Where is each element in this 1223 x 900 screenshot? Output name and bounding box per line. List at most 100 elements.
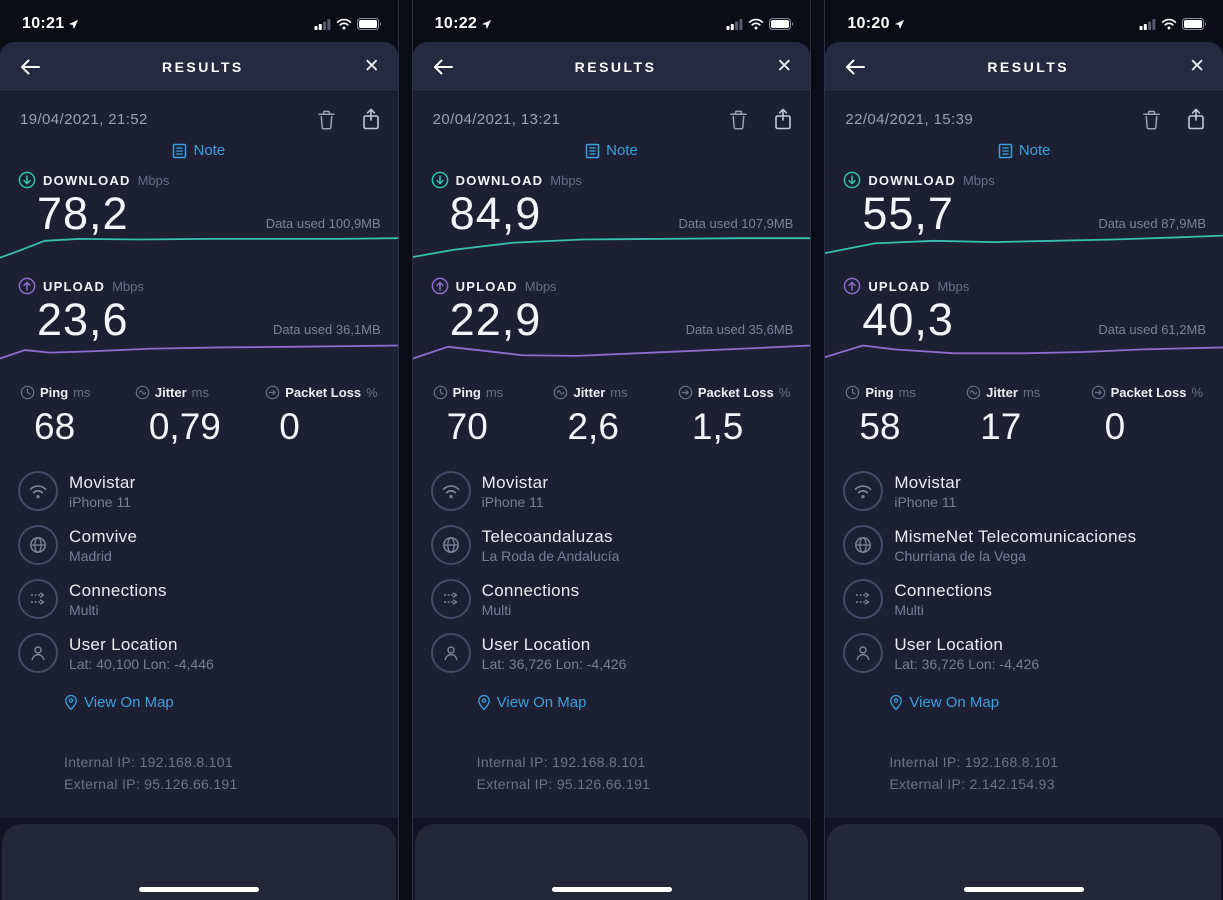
back-button[interactable] xyxy=(843,58,867,76)
wifi-network-icon xyxy=(843,471,884,511)
user-location-coords: Lat: 36,726 Lon: -4,426 xyxy=(894,655,1040,672)
delete-icon[interactable] xyxy=(729,109,748,130)
status-time-text: 10:21 xyxy=(22,15,65,32)
upload-unit: Mbps xyxy=(112,278,144,294)
wifi-network-row: Movistar iPhone 11 xyxy=(413,464,811,518)
phone-screenshot: 10:22 xyxy=(411,0,812,900)
view-on-map-label: View On Map xyxy=(496,694,587,711)
note-label: Note xyxy=(606,142,638,159)
connections-row: Connections Multi xyxy=(825,572,1223,626)
status-icons xyxy=(726,18,794,30)
download-label: DOWNLOAD xyxy=(868,172,956,188)
packet-loss-column: Packet Loss % 1,5 xyxy=(678,385,790,448)
user-location-title: User Location xyxy=(481,634,591,654)
upload-sparkline xyxy=(0,339,398,365)
view-on-map-link[interactable]: View On Map xyxy=(477,694,811,711)
user-icon xyxy=(18,633,58,673)
result-card: 20/04/2021, 13:21 xyxy=(412,92,811,818)
close-button[interactable]: ✕ xyxy=(776,56,793,77)
packet-loss-icon xyxy=(678,385,693,400)
upload-icon xyxy=(843,277,861,295)
back-button[interactable] xyxy=(18,58,42,76)
status-time-text: 10:20 xyxy=(847,15,890,32)
note-icon xyxy=(585,143,600,158)
close-button[interactable]: ✕ xyxy=(363,56,380,77)
upload-sparkline xyxy=(413,339,811,365)
connections-row: Connections Multi xyxy=(413,572,811,626)
status-bar: 10:21 xyxy=(0,0,398,42)
ping-value: 58 xyxy=(859,406,901,447)
download-section: DOWNLOAD Mbps 55,7 Data used 87,9MB xyxy=(825,171,1223,259)
download-unit: Mbps xyxy=(962,172,995,188)
results-header: RESULTS ✕ xyxy=(825,42,1223,92)
result-date: 20/04/2021, 13:21 xyxy=(432,110,561,128)
upload-data-used: Data used 35,6MB xyxy=(685,322,794,337)
note-icon xyxy=(998,143,1013,158)
device-name: iPhone 11 xyxy=(894,493,957,510)
user-icon xyxy=(843,633,884,673)
map-pin-icon xyxy=(65,694,77,711)
latency-row: Ping ms 70 Jitter ms 2,6 xyxy=(413,385,811,448)
upload-value: 40,3 xyxy=(862,294,954,345)
external-ip: External IP: 95.126.66.191 xyxy=(476,776,651,793)
download-unit: Mbps xyxy=(550,172,583,188)
wifi-network-row: Movistar iPhone 11 xyxy=(0,464,398,518)
delete-icon[interactable] xyxy=(1142,109,1161,130)
share-icon[interactable] xyxy=(1187,108,1205,130)
connections-title: Connections xyxy=(69,580,167,600)
packet-loss-value: 1,5 xyxy=(691,406,744,447)
upload-unit: Mbps xyxy=(937,278,970,294)
upload-section: UPLOAD Mbps 40,3 Data used 61,2MB xyxy=(825,277,1223,365)
packet-loss-icon xyxy=(1091,385,1105,400)
packet-loss-column: Packet Loss % 0 xyxy=(1091,385,1203,448)
external-ip: External IP: 95.126.66.191 xyxy=(64,776,238,793)
view-on-map-label: View On Map xyxy=(84,694,174,711)
server-provider: MismeNet Telecomunicaciones xyxy=(894,526,1137,546)
connection-info-list: Movistar iPhone 11 Telecoandaluzas xyxy=(413,464,811,680)
ping-icon xyxy=(433,385,447,400)
jitter-label: Jitter xyxy=(573,385,606,400)
note-label: Note xyxy=(1018,142,1051,159)
view-on-map-link[interactable]: View On Map xyxy=(889,694,1223,711)
ping-icon xyxy=(20,385,35,400)
ping-label: Ping xyxy=(865,385,894,400)
user-location-title: User Location xyxy=(69,634,178,654)
server-city: Churriana de la Vega xyxy=(894,547,1026,564)
home-indicator[interactable] xyxy=(551,887,672,892)
ping-value: 70 xyxy=(446,406,488,447)
download-sparkline xyxy=(413,233,811,259)
status-time: 10:22 xyxy=(435,15,492,33)
result-date: 22/04/2021, 15:39 xyxy=(845,110,974,128)
packet-loss-label: Packet Loss xyxy=(1110,385,1187,400)
location-services-icon xyxy=(482,19,492,29)
note-link[interactable]: Note xyxy=(825,142,1223,159)
connections-mode: Multi xyxy=(69,601,99,618)
jitter-icon xyxy=(966,385,981,400)
upload-data-used: Data used 61,2MB xyxy=(1098,322,1207,337)
share-icon[interactable] xyxy=(774,108,792,130)
back-button[interactable] xyxy=(431,58,455,76)
connections-icon xyxy=(430,579,471,619)
jitter-label: Jitter xyxy=(986,385,1018,400)
status-time: 10:20 xyxy=(847,15,904,33)
jitter-icon xyxy=(135,385,150,400)
delete-icon[interactable] xyxy=(317,109,336,130)
internal-ip: Internal IP: 192.168.8.101 xyxy=(476,754,646,770)
home-indicator[interactable] xyxy=(138,887,259,892)
note-link[interactable]: Note xyxy=(0,142,398,159)
view-on-map-link[interactable]: View On Map xyxy=(64,694,398,711)
home-indicator[interactable] xyxy=(964,887,1085,892)
jitter-value: 17 xyxy=(980,406,1022,447)
share-icon[interactable] xyxy=(362,108,380,130)
wifi-network-name: Movistar xyxy=(481,472,549,492)
wifi-network-row: Movistar iPhone 11 xyxy=(825,464,1223,518)
user-location-title: User Location xyxy=(894,634,1004,654)
upload-section: UPLOAD Mbps 23,6 Data used 36,1MB xyxy=(0,277,398,365)
close-button[interactable]: ✕ xyxy=(1189,56,1206,77)
status-time-text: 10:22 xyxy=(434,15,478,32)
note-link[interactable]: Note xyxy=(413,142,811,159)
packet-loss-icon xyxy=(265,385,280,400)
globe-icon xyxy=(18,525,58,565)
download-value: 55,7 xyxy=(862,188,954,239)
phone-screenshot: 10:20 xyxy=(824,0,1223,900)
